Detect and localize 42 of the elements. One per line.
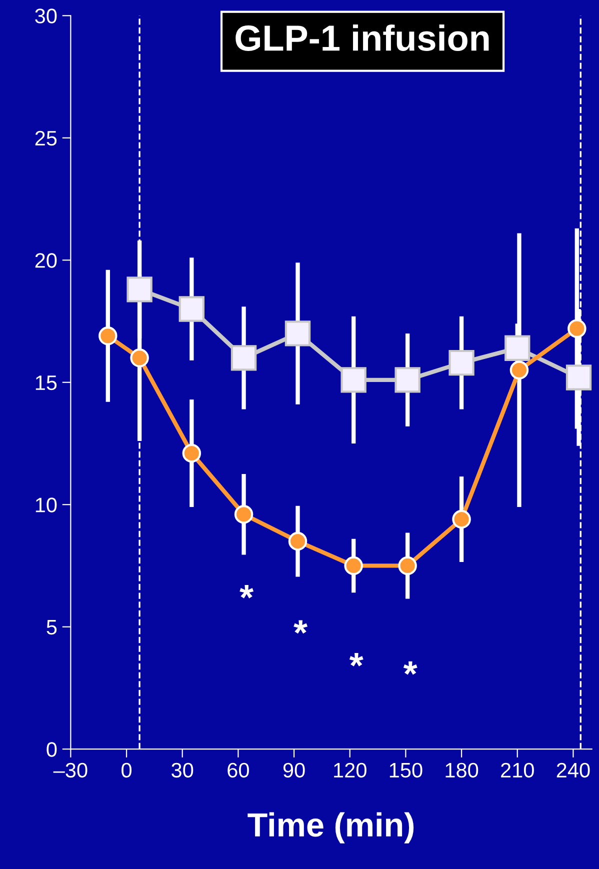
y-tick-label: 30 bbox=[35, 8, 57, 24]
point bbox=[504, 335, 530, 361]
point bbox=[566, 364, 592, 390]
x-tick-label: 180 bbox=[446, 762, 478, 778]
point bbox=[182, 444, 202, 463]
y-tick-label: 5 bbox=[46, 620, 57, 635]
y-tick-label: 15 bbox=[36, 376, 57, 390]
point bbox=[234, 505, 254, 524]
x-tick-label: 90 bbox=[283, 762, 305, 778]
point bbox=[448, 350, 474, 376]
point bbox=[510, 360, 529, 380]
annotation: * bbox=[403, 661, 418, 675]
x-axis-title: Time (min) bbox=[248, 812, 414, 844]
annotation: * bbox=[294, 620, 308, 634]
chart-title: GLP-1 infusion bbox=[236, 24, 489, 52]
point bbox=[288, 532, 308, 551]
point bbox=[126, 276, 152, 302]
x-tick-label: 120 bbox=[334, 762, 366, 778]
x-tick-label: 210 bbox=[501, 762, 534, 778]
point bbox=[344, 556, 363, 576]
point bbox=[398, 556, 417, 576]
point bbox=[230, 345, 257, 371]
y-tick-label: 10 bbox=[36, 498, 57, 512]
annotation: * bbox=[240, 584, 254, 598]
x-tick-label: 150 bbox=[390, 762, 422, 778]
point bbox=[340, 367, 366, 393]
x-tick-label: 30 bbox=[172, 762, 194, 778]
point bbox=[98, 326, 118, 346]
annotation: * bbox=[349, 652, 364, 666]
x-tick-label: –30 bbox=[53, 762, 88, 778]
point bbox=[178, 296, 205, 322]
point bbox=[284, 320, 311, 346]
y-tick-label: 0 bbox=[46, 742, 57, 757]
x-tick-label: 0 bbox=[122, 762, 132, 778]
point bbox=[130, 348, 149, 368]
point bbox=[394, 367, 420, 393]
x-tick-label: 60 bbox=[228, 762, 249, 778]
x-tick-label: 240 bbox=[556, 762, 590, 778]
point bbox=[452, 510, 471, 529]
y-tick-label: 25 bbox=[35, 130, 57, 146]
y-tick-label: 20 bbox=[35, 253, 57, 268]
point bbox=[568, 319, 586, 338]
